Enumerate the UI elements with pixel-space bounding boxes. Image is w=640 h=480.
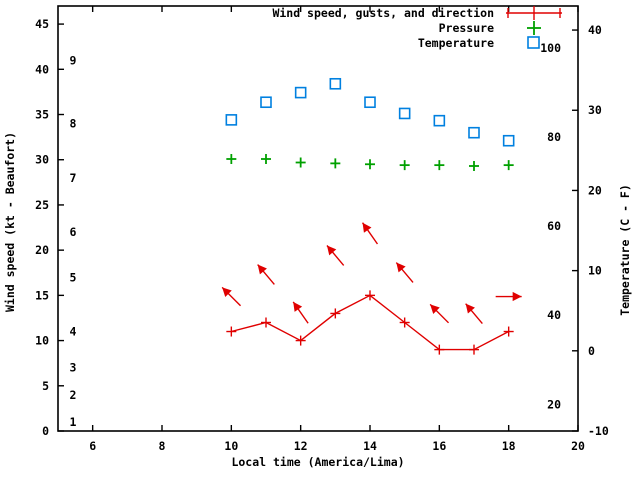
y-tick-label-celsius: 40: [588, 23, 602, 37]
fahrenheit-label: 80: [547, 130, 561, 144]
y-tick-label-celsius: 20: [588, 183, 602, 197]
pressure-series: [226, 154, 514, 171]
arrow-head: [257, 264, 267, 275]
temperature-point: [433, 114, 446, 127]
beaufort-label: 8: [70, 117, 77, 131]
x-tick-label: 10: [224, 439, 238, 453]
arrow-head: [430, 304, 440, 315]
beaufort-label: 3: [70, 361, 77, 375]
x-axis-top-ticks: [91, 6, 579, 12]
legend-label-wind: Wind speed, gusts, and direction: [272, 6, 494, 20]
beaufort-label: 9: [70, 53, 77, 67]
wind-direction-arrow: [326, 245, 345, 266]
legend-swatch-temperature: [527, 36, 540, 49]
x-axis-tick-labels: 6 8 10 12 14 16 18 20: [89, 439, 585, 453]
legend-swatch-wind: [506, 6, 562, 20]
temperature-point: [329, 77, 342, 90]
x-axis-ticks: [91, 425, 579, 431]
fahrenheit-label: 100: [540, 41, 561, 55]
fahrenheit-label: 40: [547, 308, 561, 322]
plot-frame: [57, 5, 579, 432]
arrow-head: [396, 262, 406, 273]
temperature-point: [294, 86, 307, 99]
y-axis-left-ticks: [58, 23, 64, 432]
arrow-head: [293, 301, 303, 312]
y-axis-right-celsius-labels: -10 0 10 20 30 40: [588, 23, 609, 438]
wind-direction-arrow: [465, 303, 483, 325]
wind-direction-arrow: [221, 286, 242, 307]
y-axis-right-ticks: [572, 29, 578, 432]
y-axis-right-fahrenheit-labels: 20 40 60 80 100: [540, 41, 561, 411]
temperature-point: [225, 114, 238, 126]
x-tick-label: 18: [502, 439, 516, 453]
y-tick-label-kt: 15: [35, 288, 49, 302]
y-tick-label-kt: 30: [35, 153, 49, 167]
beaufort-label: 7: [70, 171, 77, 185]
y-axis-left-kt-labels: 0 5 10 15 20 25 30 35 40 45: [35, 17, 49, 438]
y-tick-label-kt: 10: [35, 334, 49, 348]
fahrenheit-label: 20: [547, 397, 561, 411]
temperature-point: [502, 134, 515, 147]
wind-direction-arrow: [361, 222, 379, 245]
arrow-head: [512, 291, 522, 302]
y-tick-label-celsius: 30: [588, 103, 602, 117]
beaufort-label: 4: [70, 325, 77, 339]
x-axis-title: Local time (America/Lima): [231, 455, 404, 469]
x-tick-label: 20: [571, 439, 585, 453]
beaufort-label: 5: [70, 270, 77, 284]
beaufort-label: 6: [70, 225, 77, 239]
y-tick-label-kt: 25: [35, 198, 49, 212]
y-axis-left-title: Wind speed (kt - Beaufort): [3, 132, 17, 312]
y-tick-label-kt: 35: [35, 108, 49, 122]
wind-direction-arrow: [495, 291, 522, 302]
y-tick-label-celsius: 10: [588, 264, 602, 278]
y-tick-label-kt: 5: [42, 379, 49, 393]
temperature-series: [225, 77, 515, 147]
x-tick-label: 8: [159, 439, 166, 453]
wind-direction-arrow: [292, 301, 309, 324]
arrow-head: [362, 222, 372, 233]
wind-speed-line: [231, 294, 510, 351]
y-tick-label-kt: 40: [35, 62, 49, 76]
wind-direction-arrow: [395, 262, 414, 283]
x-tick-label: 12: [294, 439, 308, 453]
x-tick-label: 14: [363, 439, 377, 453]
y-axis-left-beaufort-labels: 1 2 3 4 5 6 7 8 9: [70, 53, 77, 429]
temperature-point: [364, 96, 376, 109]
x-tick-label: 16: [432, 439, 446, 453]
y-tick-label-celsius: -10: [588, 424, 609, 438]
wind-speed-series: [221, 222, 522, 355]
beaufort-label: 2: [70, 388, 77, 402]
y-tick-label-kt: 0: [42, 424, 49, 438]
arrow-head: [222, 287, 232, 297]
temperature-point: [260, 96, 272, 109]
arrow-head: [465, 303, 475, 314]
temperature-point: [468, 126, 480, 139]
y-tick-label-kt: 45: [35, 17, 49, 31]
y-tick-label-celsius: 0: [588, 344, 595, 358]
chart-legend: Wind speed, gusts, and direction Pressur…: [272, 6, 562, 50]
legend-label-temperature: Temperature: [418, 36, 494, 50]
arrow-head: [326, 245, 337, 256]
wind-direction-arrow: [429, 303, 450, 324]
beaufort-label: 1: [70, 415, 77, 429]
legend-label-pressure: Pressure: [439, 21, 494, 35]
fahrenheit-label: 60: [547, 219, 561, 233]
wind-direction-arrow: [257, 264, 275, 285]
temperature-point: [398, 107, 411, 120]
y-tick-label-kt: 20: [35, 243, 49, 257]
y-axis-right-title: Temperature (C - F): [618, 184, 632, 316]
legend-swatch-pressure: [527, 21, 541, 35]
x-tick-label: 6: [89, 439, 96, 453]
